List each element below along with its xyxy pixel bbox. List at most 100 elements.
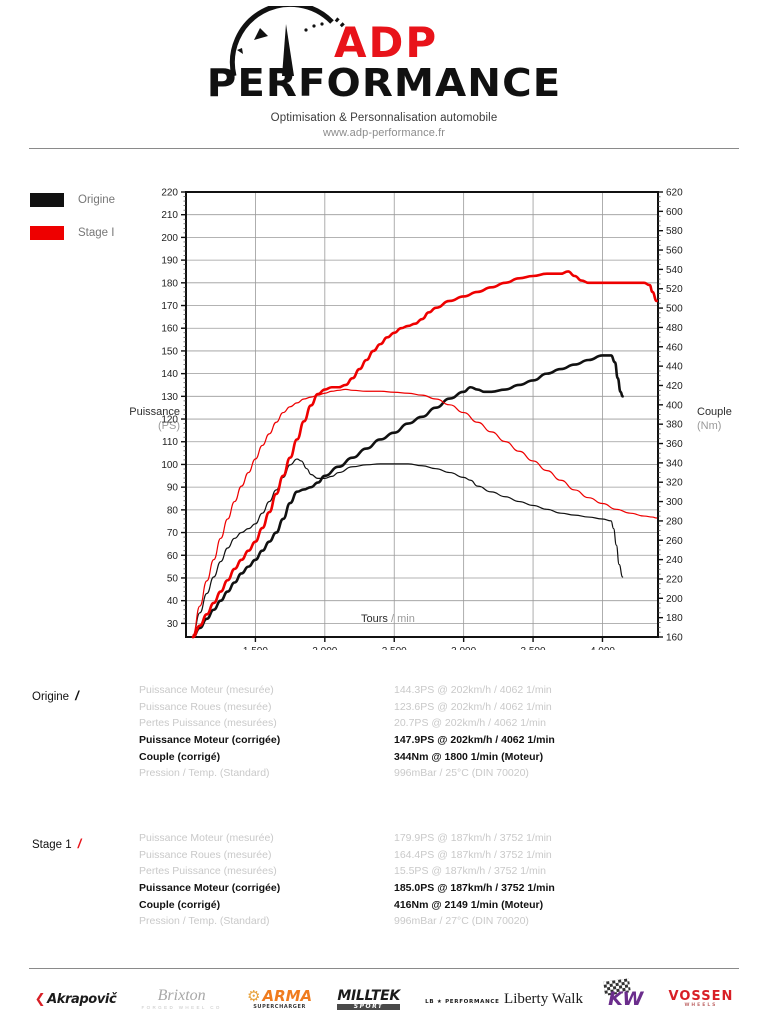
svg-text:3,500: 3,500 <box>521 646 546 650</box>
row-label: Pression / Temp. (Standard) <box>139 767 270 780</box>
svg-text:500: 500 <box>666 304 683 315</box>
results-section: Origine / Puissance Moteur (mesurée) 144.… <box>0 682 768 978</box>
chart-ticks-left: 30 40 50 60 70 80 90 100 110 120 130 140 150 160 170 18… <box>161 188 186 630</box>
page-header: ADP PERFORMANCE Optimisation & Personnal… <box>0 0 768 149</box>
sponsor-name: VOSSEN <box>668 988 734 1004</box>
row-label: Pression / Temp. (Standard) <box>139 915 270 928</box>
svg-text:190: 190 <box>161 256 178 267</box>
row-label: Puissance Moteur (mesurée) <box>139 832 274 845</box>
svg-text:520: 520 <box>666 284 683 295</box>
svg-text:110: 110 <box>162 437 178 448</box>
logo-performance-text: PERFORMANCE <box>206 61 562 105</box>
sponsor-name: ARMA <box>262 986 313 1005</box>
svg-text:2,500: 2,500 <box>382 646 407 650</box>
row-label: Puissance Moteur (mesurée) <box>139 684 274 697</box>
gear-icon: ⚙ <box>247 986 261 1005</box>
result-title-origine: Origine / <box>32 688 79 703</box>
row-value: 15.5PS @ 187km/h / 3752 1/min <box>394 865 546 878</box>
svg-text:220: 220 <box>666 574 683 585</box>
row-value: 144.3PS @ 202km/h / 4062 1/min <box>394 684 552 697</box>
row-value: 147.9PS @ 202km/h / 4062 1/min <box>394 734 555 747</box>
svg-text:150: 150 <box>161 346 178 357</box>
table-row: Pression / Temp. (Standard) 996mBar / 27… <box>139 913 699 930</box>
table-row: Pertes Puissance (mesurées) 20.7PS @ 202… <box>139 715 699 732</box>
svg-text:160: 160 <box>666 633 683 644</box>
svg-text:200: 200 <box>666 594 683 605</box>
svg-text:180: 180 <box>666 613 683 624</box>
svg-text:60: 60 <box>167 551 179 562</box>
sponsor-sub: WHEELS <box>684 1002 718 1008</box>
svg-text:400: 400 <box>666 400 683 411</box>
row-label: Couple (corrigé) <box>139 750 221 763</box>
svg-text:280: 280 <box>666 516 683 527</box>
chart-legend: Origine Stage I <box>30 193 115 259</box>
row-label: Puissance Roues (mesurée) <box>139 848 272 861</box>
svg-text:300: 300 <box>666 497 683 508</box>
svg-text:440: 440 <box>666 362 683 373</box>
x-axis-unit-text: / min <box>390 613 415 625</box>
sponsor-logo-arma: ⚙ ARMA SUPERCHARGER <box>247 986 313 1010</box>
table-row: Couple (corrigé) 416Nm @ 2149 1/min (Mot… <box>139 896 699 913</box>
row-value: 996mBar / 27°C (DIN 70020) <box>394 915 529 928</box>
sponsor-sub: LB ★ PERFORMANCE <box>425 999 500 1005</box>
svg-text:580: 580 <box>666 226 683 237</box>
svg-text:360: 360 <box>666 439 683 450</box>
left-axis-unit-text: (PS) <box>158 420 180 432</box>
svg-text:3,000: 3,000 <box>451 646 476 650</box>
table-row: Puissance Moteur (corrigée) 185.0PS @ 18… <box>139 880 699 897</box>
svg-text:130: 130 <box>161 392 178 403</box>
table-row: Couple (corrigé) 344Nm @ 1800 1/min (Mot… <box>139 748 699 765</box>
svg-text:220: 220 <box>161 188 178 199</box>
svg-text:140: 140 <box>161 369 178 380</box>
result-title-origine-text: Origine <box>32 691 70 703</box>
row-value: 123.6PS @ 202km/h / 4062 1/min <box>394 700 552 713</box>
svg-text:80: 80 <box>167 505 179 516</box>
sponsor-name: Akrapovič <box>47 991 117 1007</box>
sponsor-name: Brixton <box>157 986 206 1004</box>
svg-text:180: 180 <box>161 278 178 289</box>
dyno-chart: 30 40 50 60 70 80 90 100 110 120 130 140 150 160 170 18… <box>161 188 683 651</box>
result-slash-stage1: / <box>77 836 82 851</box>
svg-text:260: 260 <box>666 536 683 547</box>
svg-text:460: 460 <box>666 342 683 353</box>
row-value: 20.7PS @ 202km/h / 4062 1/min <box>394 717 546 730</box>
row-value: 164.4PS @ 187km/h / 3752 1/min <box>394 848 552 861</box>
row-value: 185.0PS @ 187km/h / 3752 1/min <box>394 882 555 895</box>
result-rows-stage1: Puissance Moteur (mesurée) 179.9PS @ 187… <box>139 830 699 930</box>
chart-ticks-right: 160 180 200 220 240 260 280 300 320 340 360 380 400 4… <box>658 188 683 644</box>
svg-text:90: 90 <box>167 483 179 494</box>
sponsor-name: Liberty Walk <box>504 991 583 1007</box>
brand-logo: ADP PERFORMANCE <box>184 6 584 106</box>
right-axis-unit-text: (Nm) <box>697 420 722 432</box>
svg-text:1,500: 1,500 <box>243 646 268 650</box>
svg-text:210: 210 <box>161 210 178 221</box>
legend-label-stage1: Stage I <box>78 227 115 239</box>
x-axis-title: Tours / min <box>356 613 420 625</box>
row-label: Pertes Puissance (mesurées) <box>139 865 277 878</box>
header-divider <box>29 148 739 149</box>
legend-swatch-stage1 <box>30 226 64 240</box>
svg-text:100: 100 <box>161 460 178 471</box>
svg-text:2,000: 2,000 <box>312 646 337 650</box>
sponsor-logo-vossen: VOSSEN WHEELS <box>669 990 734 1009</box>
website-url: www.adp-performance.fr <box>322 127 446 139</box>
akrapovic-mark-icon: ❮ <box>34 991 46 1007</box>
svg-text:540: 540 <box>666 265 683 276</box>
row-label: Puissance Moteur (corrigée) <box>139 734 281 747</box>
sponsor-sub: FORGED WHEEL CO <box>141 1004 222 1010</box>
sponsor-logo-kw: KW <box>603 977 643 1009</box>
result-block-stage1: Stage 1 / Puissance Moteur (mesurée) 179.… <box>0 830 768 942</box>
table-row: Puissance Moteur (corrigée) 147.9PS @ 20… <box>139 732 699 749</box>
svg-text:240: 240 <box>666 555 683 566</box>
table-row: Puissance Moteur (mesurée) 179.9PS @ 187… <box>139 830 699 847</box>
legend-label-origine: Origine <box>78 194 116 206</box>
sponsor-sub: SUPERCHARGER <box>253 1003 306 1010</box>
chart-ticks-x: 1,500 2,000 2,500 3,000 3,500 4,000 <box>243 637 615 650</box>
legend-swatch-origine <box>30 193 64 207</box>
chart-grid <box>186 191 658 637</box>
result-title-stage1: Stage 1 / <box>32 836 81 851</box>
logo-adp-text: ADP <box>334 18 439 67</box>
sponsor-sub: SPORT <box>337 1003 400 1010</box>
legend-item-origine: Origine <box>30 193 115 207</box>
svg-text:160: 160 <box>161 324 178 335</box>
